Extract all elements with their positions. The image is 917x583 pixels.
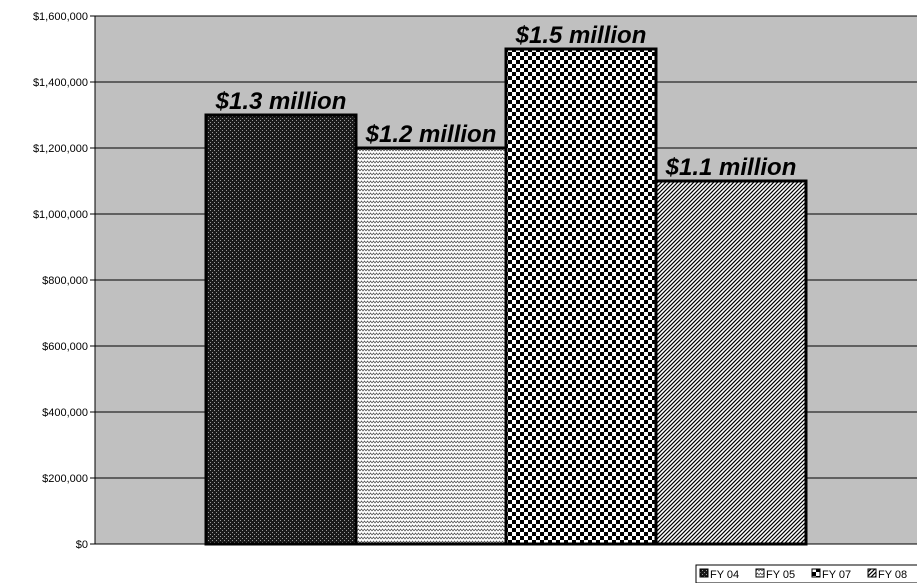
y-tick-label: $400,000	[42, 407, 88, 419]
legend-label: FY 08	[878, 569, 907, 581]
data-label: $1.1 million	[665, 154, 797, 181]
bar	[504, 47, 658, 546]
data-label: $1.2 million	[365, 121, 497, 148]
bar	[354, 146, 508, 546]
data-labels: $1.3 million $1.2 million $1.5 million $1.1…	[215, 22, 797, 181]
data-label: $1.5 million	[515, 22, 647, 49]
y-tick-label: $1,400,000	[33, 77, 88, 89]
data-label: $1.3 million	[215, 88, 347, 115]
y-axis: $0 $200,000 $400,000 $600,000 $800,000 $1,000…	[33, 11, 96, 551]
y-tick-label: $800,000	[42, 275, 88, 287]
y-tick-label: $200,000	[42, 473, 88, 485]
y-tick-label: $1,000,000	[33, 209, 88, 221]
bars	[204, 47, 808, 546]
legend-label: FY 07	[822, 569, 851, 581]
legend-swatch	[867, 568, 877, 578]
legend-label: FY 04	[710, 569, 739, 581]
legend-swatch	[699, 568, 709, 578]
legend: FY 04 FY 05 FY 07 FY 08	[695, 564, 917, 583]
bar	[204, 113, 358, 546]
legend-box	[695, 564, 917, 583]
bar	[654, 179, 808, 546]
legend-swatch	[755, 568, 765, 578]
y-tick-label: $600,000	[42, 341, 88, 353]
legend-swatch	[811, 568, 821, 578]
y-tick-label: $0	[76, 539, 88, 551]
y-tick-label: $1,600,000	[33, 11, 88, 23]
legend-label: FY 05	[766, 569, 795, 581]
y-tick-label: $1,200,000	[33, 143, 88, 155]
